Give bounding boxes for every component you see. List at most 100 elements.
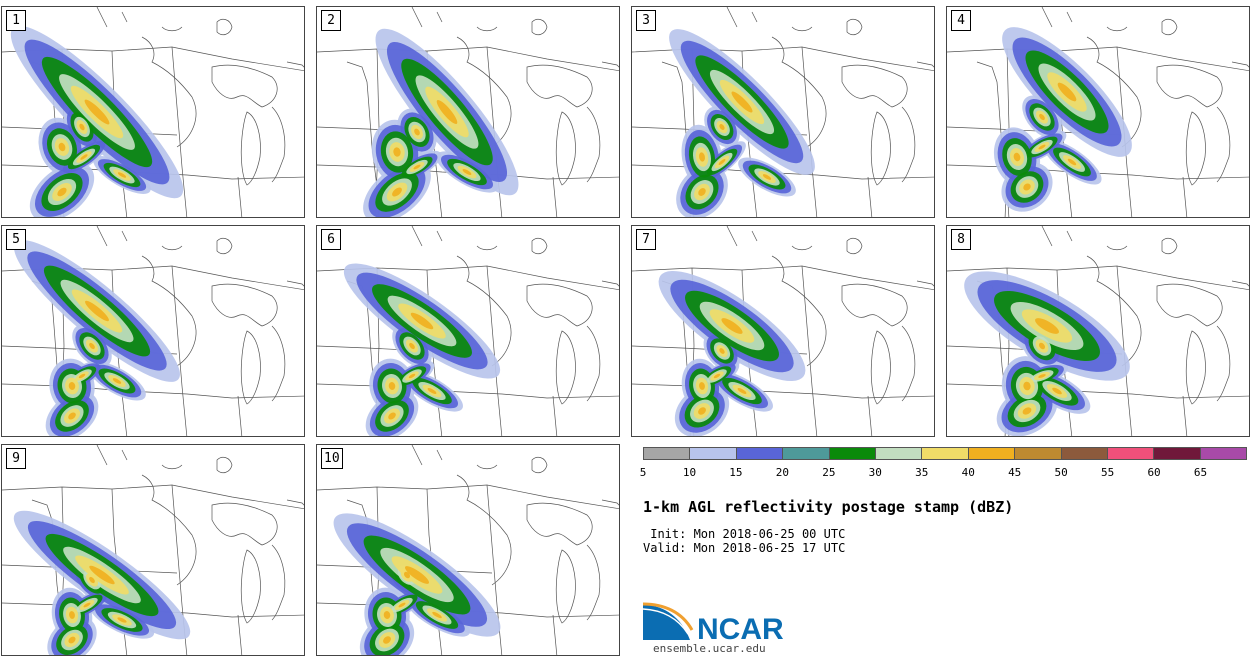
colorbar-segment bbox=[736, 448, 784, 459]
panel-map bbox=[317, 226, 619, 436]
panel-map bbox=[632, 7, 934, 217]
colorbar-tick-label: 15 bbox=[729, 466, 743, 479]
reflectivity-cell bbox=[699, 152, 705, 162]
colorbar-tick-label: 55 bbox=[1100, 466, 1115, 479]
colorbar-tick-label: 5 bbox=[639, 466, 647, 479]
member-number: 4 bbox=[951, 10, 971, 31]
reflectivity-cell bbox=[393, 147, 401, 157]
forecast-panel-2: 2 bbox=[316, 6, 620, 218]
panel-map bbox=[317, 445, 619, 655]
colorbar-tick-label: 45 bbox=[1008, 466, 1022, 479]
colorbar-segment bbox=[783, 448, 830, 459]
reflectivity-cell bbox=[78, 373, 86, 379]
colorbar-segment bbox=[968, 448, 1016, 459]
reflectivity-cell bbox=[737, 388, 747, 394]
member-number: 9 bbox=[6, 448, 26, 469]
reflectivity-cell bbox=[1038, 374, 1046, 378]
reflectivity-cell bbox=[462, 169, 472, 175]
reflectivity-cell bbox=[383, 636, 391, 644]
colorbar-segment bbox=[1015, 448, 1062, 459]
ncar-logo: NCAR bbox=[642, 602, 784, 642]
reflectivity-cell bbox=[89, 342, 95, 350]
reflectivity-cell bbox=[721, 318, 743, 334]
reflectivity-cell bbox=[1022, 407, 1032, 415]
reflectivity-cell bbox=[392, 187, 402, 197]
reflectivity-cell bbox=[698, 188, 706, 196]
reflectivity-cell bbox=[1052, 387, 1062, 395]
reflectivity-cell bbox=[80, 154, 88, 160]
reflectivity-cell bbox=[79, 123, 85, 131]
reflectivity-cell bbox=[414, 128, 420, 136]
reflectivity-cell bbox=[112, 378, 122, 384]
panel-map bbox=[317, 7, 619, 217]
colorbar-tick-label: 30 bbox=[868, 466, 882, 479]
reflectivity-cell bbox=[68, 636, 76, 644]
colorbar-tick-label: 10 bbox=[682, 466, 697, 479]
forecast-panel-1: 1 bbox=[1, 6, 305, 218]
reflectivity-cell bbox=[1038, 144, 1046, 150]
colorbar-tick-label: 60 bbox=[1147, 466, 1161, 479]
reflectivity-cell bbox=[436, 100, 458, 124]
chart-title: 1-km AGL reflectivity postage stamp (dBZ… bbox=[643, 498, 1014, 516]
reflectivity-cell bbox=[1057, 82, 1077, 102]
member-number: 3 bbox=[636, 10, 656, 31]
reflectivity-cell bbox=[388, 412, 396, 420]
reflectivity-cell bbox=[410, 312, 434, 330]
reflectivity-cell bbox=[719, 124, 725, 130]
forecast-panel-10: 10 bbox=[316, 444, 620, 656]
colorbar-segment bbox=[1154, 448, 1201, 459]
panel-map bbox=[947, 226, 1249, 436]
colorbar-tick-label: 65 bbox=[1193, 466, 1208, 479]
panel-map bbox=[2, 445, 304, 655]
reflectivity-cell bbox=[1067, 158, 1077, 166]
reflectivity-cell bbox=[84, 99, 110, 125]
forecast-panel-8: 8 bbox=[946, 225, 1250, 437]
panel-map bbox=[632, 226, 934, 436]
reflectivity-cell bbox=[432, 611, 442, 619]
colorbar-tick-label: 35 bbox=[915, 466, 929, 479]
reflectivity-cell bbox=[69, 611, 75, 619]
member-number: 6 bbox=[321, 229, 341, 250]
colorbar-tick-label: 40 bbox=[961, 466, 975, 479]
reflectivity-cell bbox=[383, 611, 391, 619]
colorbar-tick-label: 25 bbox=[822, 466, 836, 479]
forecast-panel-4: 4 bbox=[946, 6, 1250, 218]
reflectivity-cell bbox=[1023, 381, 1031, 391]
reflectivity-cell bbox=[57, 187, 67, 197]
colorbar-segment bbox=[875, 448, 923, 459]
valid-time: Valid: Mon 2018-06-25 17 UTC bbox=[643, 541, 846, 555]
reflectivity-cell bbox=[1023, 183, 1031, 191]
panel-map bbox=[2, 226, 304, 436]
reflectivity-cell bbox=[89, 576, 95, 584]
colorbar-segment bbox=[644, 448, 691, 459]
reflectivity-cell bbox=[89, 565, 115, 585]
reflectivity-colorbar bbox=[643, 447, 1247, 460]
forecast-panel-9: 9 bbox=[1, 444, 305, 656]
colorbar-segment bbox=[829, 448, 876, 459]
reflectivity-cell bbox=[408, 373, 416, 379]
reflectivity-cell bbox=[1013, 152, 1021, 162]
reflectivity-cell bbox=[713, 373, 721, 379]
reflectivity-cell bbox=[117, 172, 127, 178]
colorbar-segment bbox=[1061, 448, 1108, 459]
reflectivity-cell bbox=[398, 602, 406, 608]
reflectivity-cell bbox=[427, 388, 437, 394]
member-number: 1 bbox=[6, 10, 26, 31]
forecast-panel-3: 3 bbox=[631, 6, 935, 218]
reflectivity-cell bbox=[413, 164, 421, 170]
reflectivity-cell bbox=[1038, 342, 1046, 350]
forecast-panel-5: 5 bbox=[1, 225, 305, 437]
reflectivity-cell bbox=[68, 412, 76, 420]
reflectivity-cell bbox=[58, 142, 66, 152]
reflectivity-cell bbox=[1035, 318, 1059, 334]
reflectivity-cell bbox=[698, 407, 706, 415]
reflectivity-cell bbox=[388, 382, 396, 390]
member-number: 5 bbox=[6, 229, 26, 250]
member-number: 8 bbox=[951, 229, 971, 250]
reflectivity-cell bbox=[1039, 113, 1045, 121]
init-time: Init: Mon 2018-06-25 00 UTC bbox=[643, 527, 846, 541]
panel-map bbox=[2, 7, 304, 217]
forecast-panel-7: 7 bbox=[631, 225, 935, 437]
colorbar-segment bbox=[922, 448, 969, 459]
member-number: 2 bbox=[321, 10, 341, 31]
